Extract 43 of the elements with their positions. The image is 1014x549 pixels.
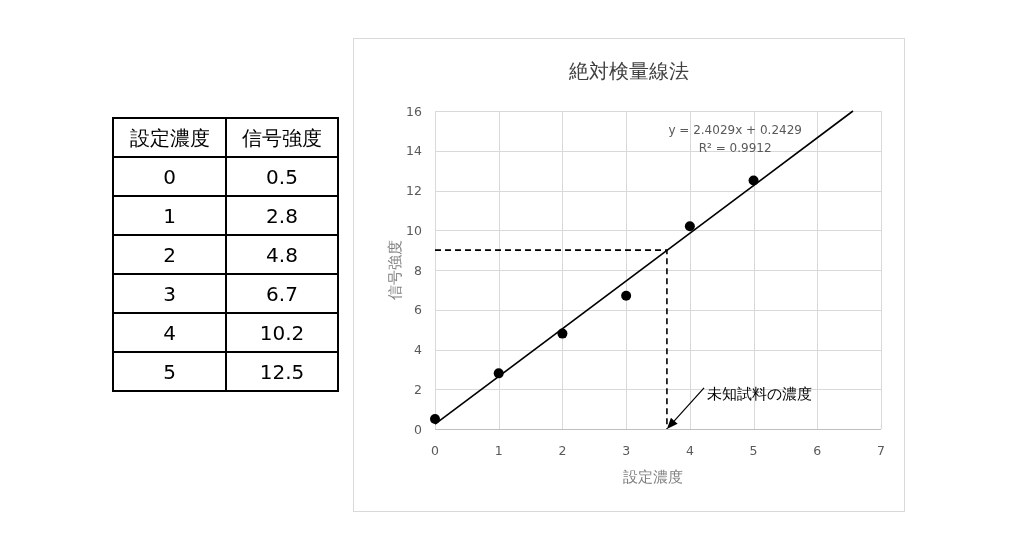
y-tick-label: 10 [406, 222, 423, 238]
x-tick-label: 0 [431, 443, 440, 458]
text: 設定濃度 [129, 125, 210, 150]
x-axis-title: 設定濃度 [623, 469, 683, 485]
point [493, 368, 504, 379]
x-tick-label: 6 [813, 443, 822, 458]
text: 信号強度 [242, 125, 322, 150]
x-tick-label: 4 [685, 443, 694, 458]
text: 12.5 [259, 360, 305, 384]
y-tick-label: 14 [406, 143, 423, 159]
annotation: 未知試料の濃度 [707, 384, 813, 403]
text: 2.8 [266, 204, 298, 228]
y-tick-label: 16 [406, 103, 423, 119]
x-tick-label: 1 [494, 443, 503, 458]
text: 0.5 [266, 165, 298, 189]
annotation: y = 2.4029x + 0.2429 [668, 122, 802, 137]
text: 6.7 [266, 282, 298, 306]
x-tick-label: 2 [558, 443, 567, 458]
text: 3 [163, 282, 176, 306]
text: 1 [163, 204, 176, 228]
y-tick-label: 6 [414, 302, 423, 318]
point [621, 290, 632, 301]
point [430, 414, 440, 425]
y-axis-title: 信号強度 [387, 240, 403, 300]
chart-title: 絶対検量線法 [568, 59, 689, 83]
text: 0 [163, 165, 176, 189]
text: 2 [163, 243, 176, 267]
text: 4.8 [266, 243, 298, 267]
y-tick-label: 8 [414, 262, 423, 278]
point [684, 221, 695, 232]
text: 4 [163, 321, 176, 345]
point [748, 175, 759, 186]
y-tick-label: 2 [414, 381, 422, 397]
y-tick-label: 4 [414, 342, 423, 357]
y-tick-label: 0 [414, 421, 423, 437]
x-tick-label: 7 [877, 443, 885, 458]
y-tick-label: 12 [406, 183, 422, 198]
annotation: R² = 0.9912 [698, 141, 772, 156]
x-tick-label: 5 [749, 443, 758, 458]
text: 10.2 [259, 321, 305, 345]
text: 5 [163, 360, 176, 384]
x-tick-label: 3 [622, 443, 631, 458]
point [557, 328, 568, 339]
